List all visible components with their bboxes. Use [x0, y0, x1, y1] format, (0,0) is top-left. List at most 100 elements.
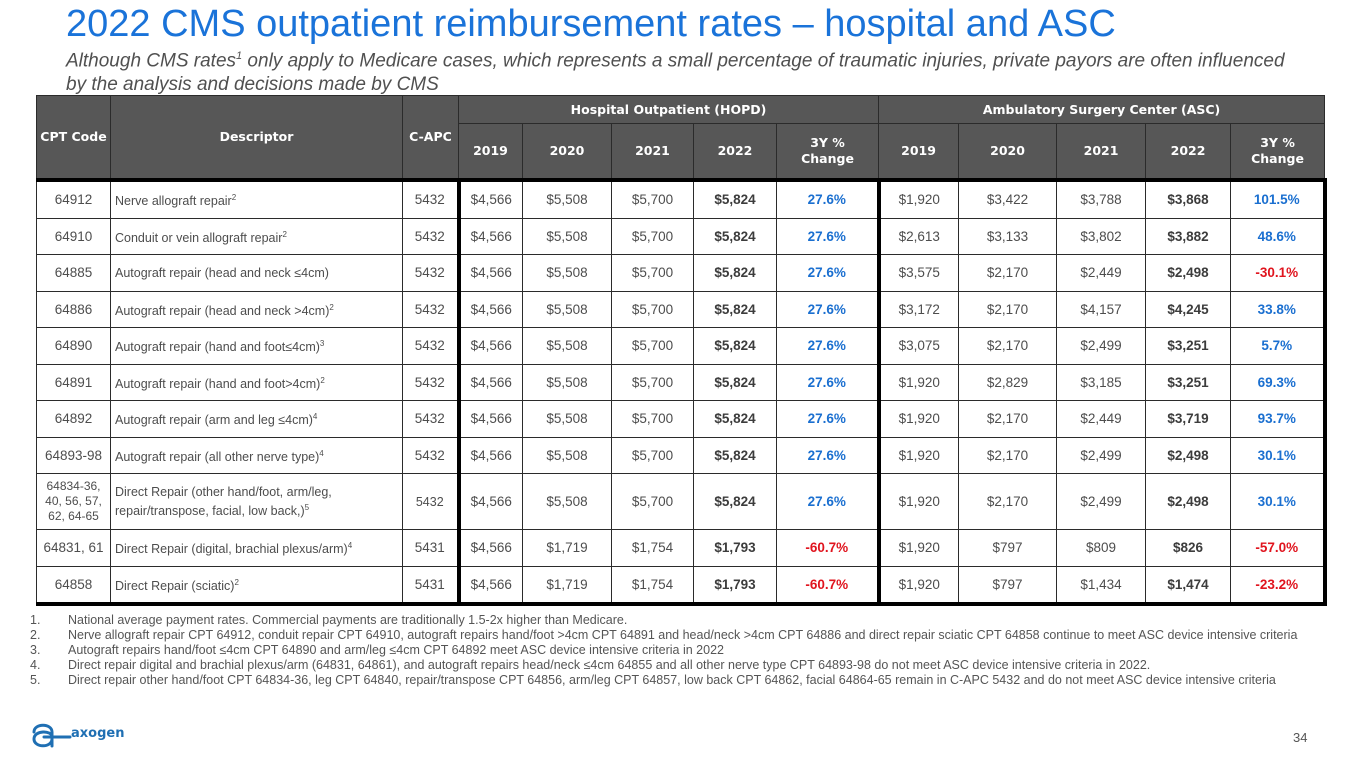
- table-row: 64885 Autograft repair (head and neck ≤4c…: [36, 254, 1327, 292]
- c-apc-cell: 5432: [402, 327, 461, 365]
- hopd-change-cell: 27.6%: [775, 436, 881, 474]
- hopd-2021-cell: $5,700: [611, 327, 694, 365]
- hopd-2020-cell: $5,508: [522, 400, 612, 438]
- footnote-ref: 2: [320, 375, 325, 385]
- header-asc-2021: 2021: [1056, 123, 1147, 181]
- hopd-2022-cell: $5,824: [693, 254, 777, 292]
- asc-2021-cell: $809: [1056, 529, 1147, 567]
- hopd-2022-cell: $5,824: [693, 290, 777, 328]
- descriptor-cell: Autograft repair (head and neck >4cm)2: [110, 290, 403, 328]
- subtitle-text-2: only apply to Medicare cases, which repr…: [66, 50, 1285, 96]
- cpt-code-cell: 64893-98: [36, 436, 111, 474]
- descriptor-text: Autograft repair (all other nerve type): [115, 449, 320, 464]
- asc-2019-cell: $1,920: [878, 400, 960, 438]
- descriptor-text: Autograft repair (head and neck ≤4cm): [115, 265, 329, 280]
- footnote-item: 5. Direct repair other hand/foot CPT 6483…: [30, 673, 1355, 688]
- c-apc-cell: 5432: [402, 254, 461, 292]
- hopd-2019-cell: $4,566: [458, 400, 523, 438]
- hopd-2020-cell: $1,719: [522, 529, 612, 567]
- descriptor-cell: Autograft repair (hand and foot≤4cm)3: [110, 327, 403, 365]
- hopd-2019-cell: $4,566: [458, 565, 523, 606]
- hopd-2019-cell: $4,566: [458, 178, 523, 219]
- descriptor-text: Direct Repair (digital, brachial plexus/…: [115, 542, 348, 557]
- descriptor-cell: Autograft repair (all other nerve type)4: [110, 436, 403, 474]
- hopd-change-cell: -60.7%: [775, 529, 881, 567]
- cpt-code-cell: 64886: [36, 290, 111, 328]
- descriptor-cell: Conduit or vein allograft repair2: [110, 217, 403, 255]
- descriptor-text: Conduit or vein allograft repair: [115, 230, 283, 245]
- footnote-text: National average payment rates. Commerci…: [68, 613, 628, 627]
- asc-2022-cell: $3,882: [1145, 217, 1232, 255]
- asc-change-cell: 30.1%: [1230, 436, 1327, 474]
- hopd-2019-cell: $4,566: [458, 436, 523, 474]
- header-asc-2019: 2019: [878, 123, 960, 181]
- cpt-code-cell: 64858: [36, 565, 111, 606]
- c-apc-cell: 5432: [402, 217, 461, 255]
- asc-2021-cell: $3,802: [1056, 217, 1147, 255]
- page-subtitle: Although CMS rates1 only apply to Medica…: [66, 44, 1306, 97]
- footnote-ref: 2: [329, 302, 334, 312]
- asc-2019-cell: $1,920: [878, 529, 960, 567]
- descriptor-cell: Direct Repair (digital, brachial plexus/…: [110, 529, 403, 567]
- hopd-2021-cell: $5,700: [611, 217, 694, 255]
- hopd-change-cell: 27.6%: [775, 178, 881, 219]
- cpt-code-cell: 64892: [36, 400, 111, 438]
- header-c-apc: C-APC: [402, 95, 459, 181]
- descriptor-text: Autograft repair (hand and foot≤4cm): [115, 340, 320, 355]
- footnote-text: Direct repair other hand/foot CPT 64834-…: [68, 673, 1276, 687]
- footnote-ref: 2: [231, 193, 237, 203]
- asc-change-cell: 93.7%: [1230, 400, 1327, 438]
- hopd-2022-cell: $5,824: [693, 400, 777, 438]
- hopd-2021-cell: $5,700: [611, 254, 694, 292]
- footnote-text: Nerve allograft repair CPT 64912, condui…: [68, 628, 1298, 642]
- table-row: 64891 Autograft repair (hand and foot>4cm…: [36, 363, 1327, 401]
- hopd-2021-cell: $5,700: [611, 178, 694, 219]
- asc-change-cell: -30.1%: [1230, 254, 1327, 292]
- hopd-2019-cell: $4,566: [458, 327, 523, 365]
- hopd-2022-cell: $5,824: [693, 363, 777, 401]
- table-row: 64834-36, 40, 56, 57, 62, 64-65 Direct Re…: [36, 473, 1327, 530]
- c-apc-cell: 5432: [402, 400, 461, 438]
- descriptor-cell: Autograft repair (head and neck ≤4cm): [110, 254, 403, 292]
- asc-2020-cell: $797: [958, 529, 1058, 567]
- asc-2020-cell: $2,170: [958, 327, 1058, 365]
- hopd-2021-cell: $1,754: [611, 529, 694, 567]
- asc-2021-cell: $2,499: [1056, 436, 1147, 474]
- c-apc-cell: 5432: [402, 473, 461, 530]
- descriptor-cell: Nerve allograft repair2: [110, 178, 403, 219]
- hopd-change-cell: 27.6%: [775, 327, 881, 365]
- footnote-number: 5.: [30, 673, 41, 687]
- asc-2020-cell: $3,422: [958, 178, 1058, 219]
- page-title: 2022 CMS outpatient reimbursement rates …: [66, 3, 1116, 45]
- hopd-2021-cell: $5,700: [611, 436, 694, 474]
- footnote-ref: 4: [319, 448, 324, 458]
- header-hopd-group: Hospital Outpatient (HOPD): [457, 95, 880, 124]
- asc-2022-cell: $2,498: [1145, 473, 1232, 530]
- hopd-2022-cell: $5,824: [693, 217, 777, 255]
- header-asc-2020: 2020: [958, 123, 1058, 181]
- header-hopd-2022: 2022: [693, 123, 777, 181]
- cpt-code-cell: 64885: [36, 254, 111, 292]
- footnote-ref: 5: [304, 502, 310, 512]
- subtitle-footnote-ref: 1: [236, 50, 243, 62]
- asc-2022-cell: $2,498: [1145, 254, 1232, 292]
- hopd-2022-cell: $5,824: [693, 178, 777, 219]
- footnote-number: 3.: [30, 643, 41, 657]
- asc-change-cell: 33.8%: [1230, 290, 1327, 328]
- footnote-ref: 4: [312, 412, 318, 422]
- footnote-ref: 4: [347, 541, 353, 551]
- footnote-ref: 3: [319, 339, 325, 349]
- asc-change-cell: 30.1%: [1230, 473, 1327, 530]
- header-cpt-code: CPT Code: [36, 95, 111, 181]
- asc-2021-cell: $2,499: [1056, 327, 1147, 365]
- footnote-number: 1.: [30, 613, 41, 627]
- cpt-code-cell: 64890: [36, 327, 111, 365]
- asc-2019-cell: $1,920: [878, 363, 960, 401]
- hopd-2022-cell: $1,793: [693, 529, 777, 567]
- asc-change-cell: -23.2%: [1230, 565, 1327, 606]
- c-apc-cell: 5432: [402, 290, 461, 328]
- header-hopd-2020: 2020: [522, 123, 612, 181]
- asc-2022-cell: $3,719: [1145, 400, 1232, 438]
- header-asc-2022: 2022: [1145, 123, 1232, 181]
- cpt-code-cell: 64891: [36, 363, 111, 401]
